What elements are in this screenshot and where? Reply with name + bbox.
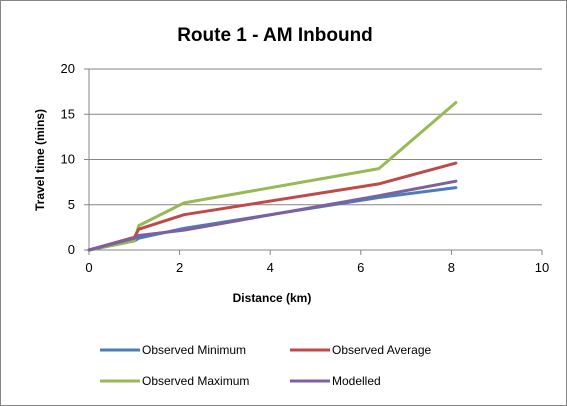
x-axis-label: Distance (km)	[233, 291, 312, 305]
chart-title: Route 1 - AM Inbound	[177, 25, 373, 46]
legend-label: Modelled	[332, 374, 381, 388]
y-tick-label: 15	[61, 106, 75, 121]
y-tick-label: 0	[68, 242, 75, 257]
x-tick-labels: 0 2 4 6 8 10	[85, 250, 549, 275]
x-tick-label: 2	[176, 260, 183, 275]
x-tick-label: 8	[448, 260, 455, 275]
x-tick-label: 10	[535, 260, 549, 275]
legend-label: Observed Average	[332, 343, 432, 357]
y-tick-label: 5	[68, 197, 75, 212]
legend: Observed Minimum Observed Average Observed…	[100, 343, 432, 388]
gridlines	[89, 68, 542, 206]
y-tick-labels: 0 5 10 15 20	[61, 61, 89, 257]
y-axis-label: Travel time (mins)	[33, 109, 47, 211]
series-line-observed-minimum	[87, 186, 458, 252]
x-tick-label: 6	[357, 260, 364, 275]
x-tick-label: 4	[267, 260, 274, 275]
x-tick-label: 0	[85, 260, 92, 275]
series-line-observed-maximum	[87, 101, 458, 252]
legend-label: Observed Maximum	[142, 374, 249, 388]
y-tick-label: 10	[61, 152, 75, 167]
y-tick-label: 20	[61, 61, 75, 76]
series-line-modelled	[87, 179, 458, 252]
legend-label: Observed Minimum	[142, 343, 246, 357]
series-lines	[87, 101, 458, 252]
